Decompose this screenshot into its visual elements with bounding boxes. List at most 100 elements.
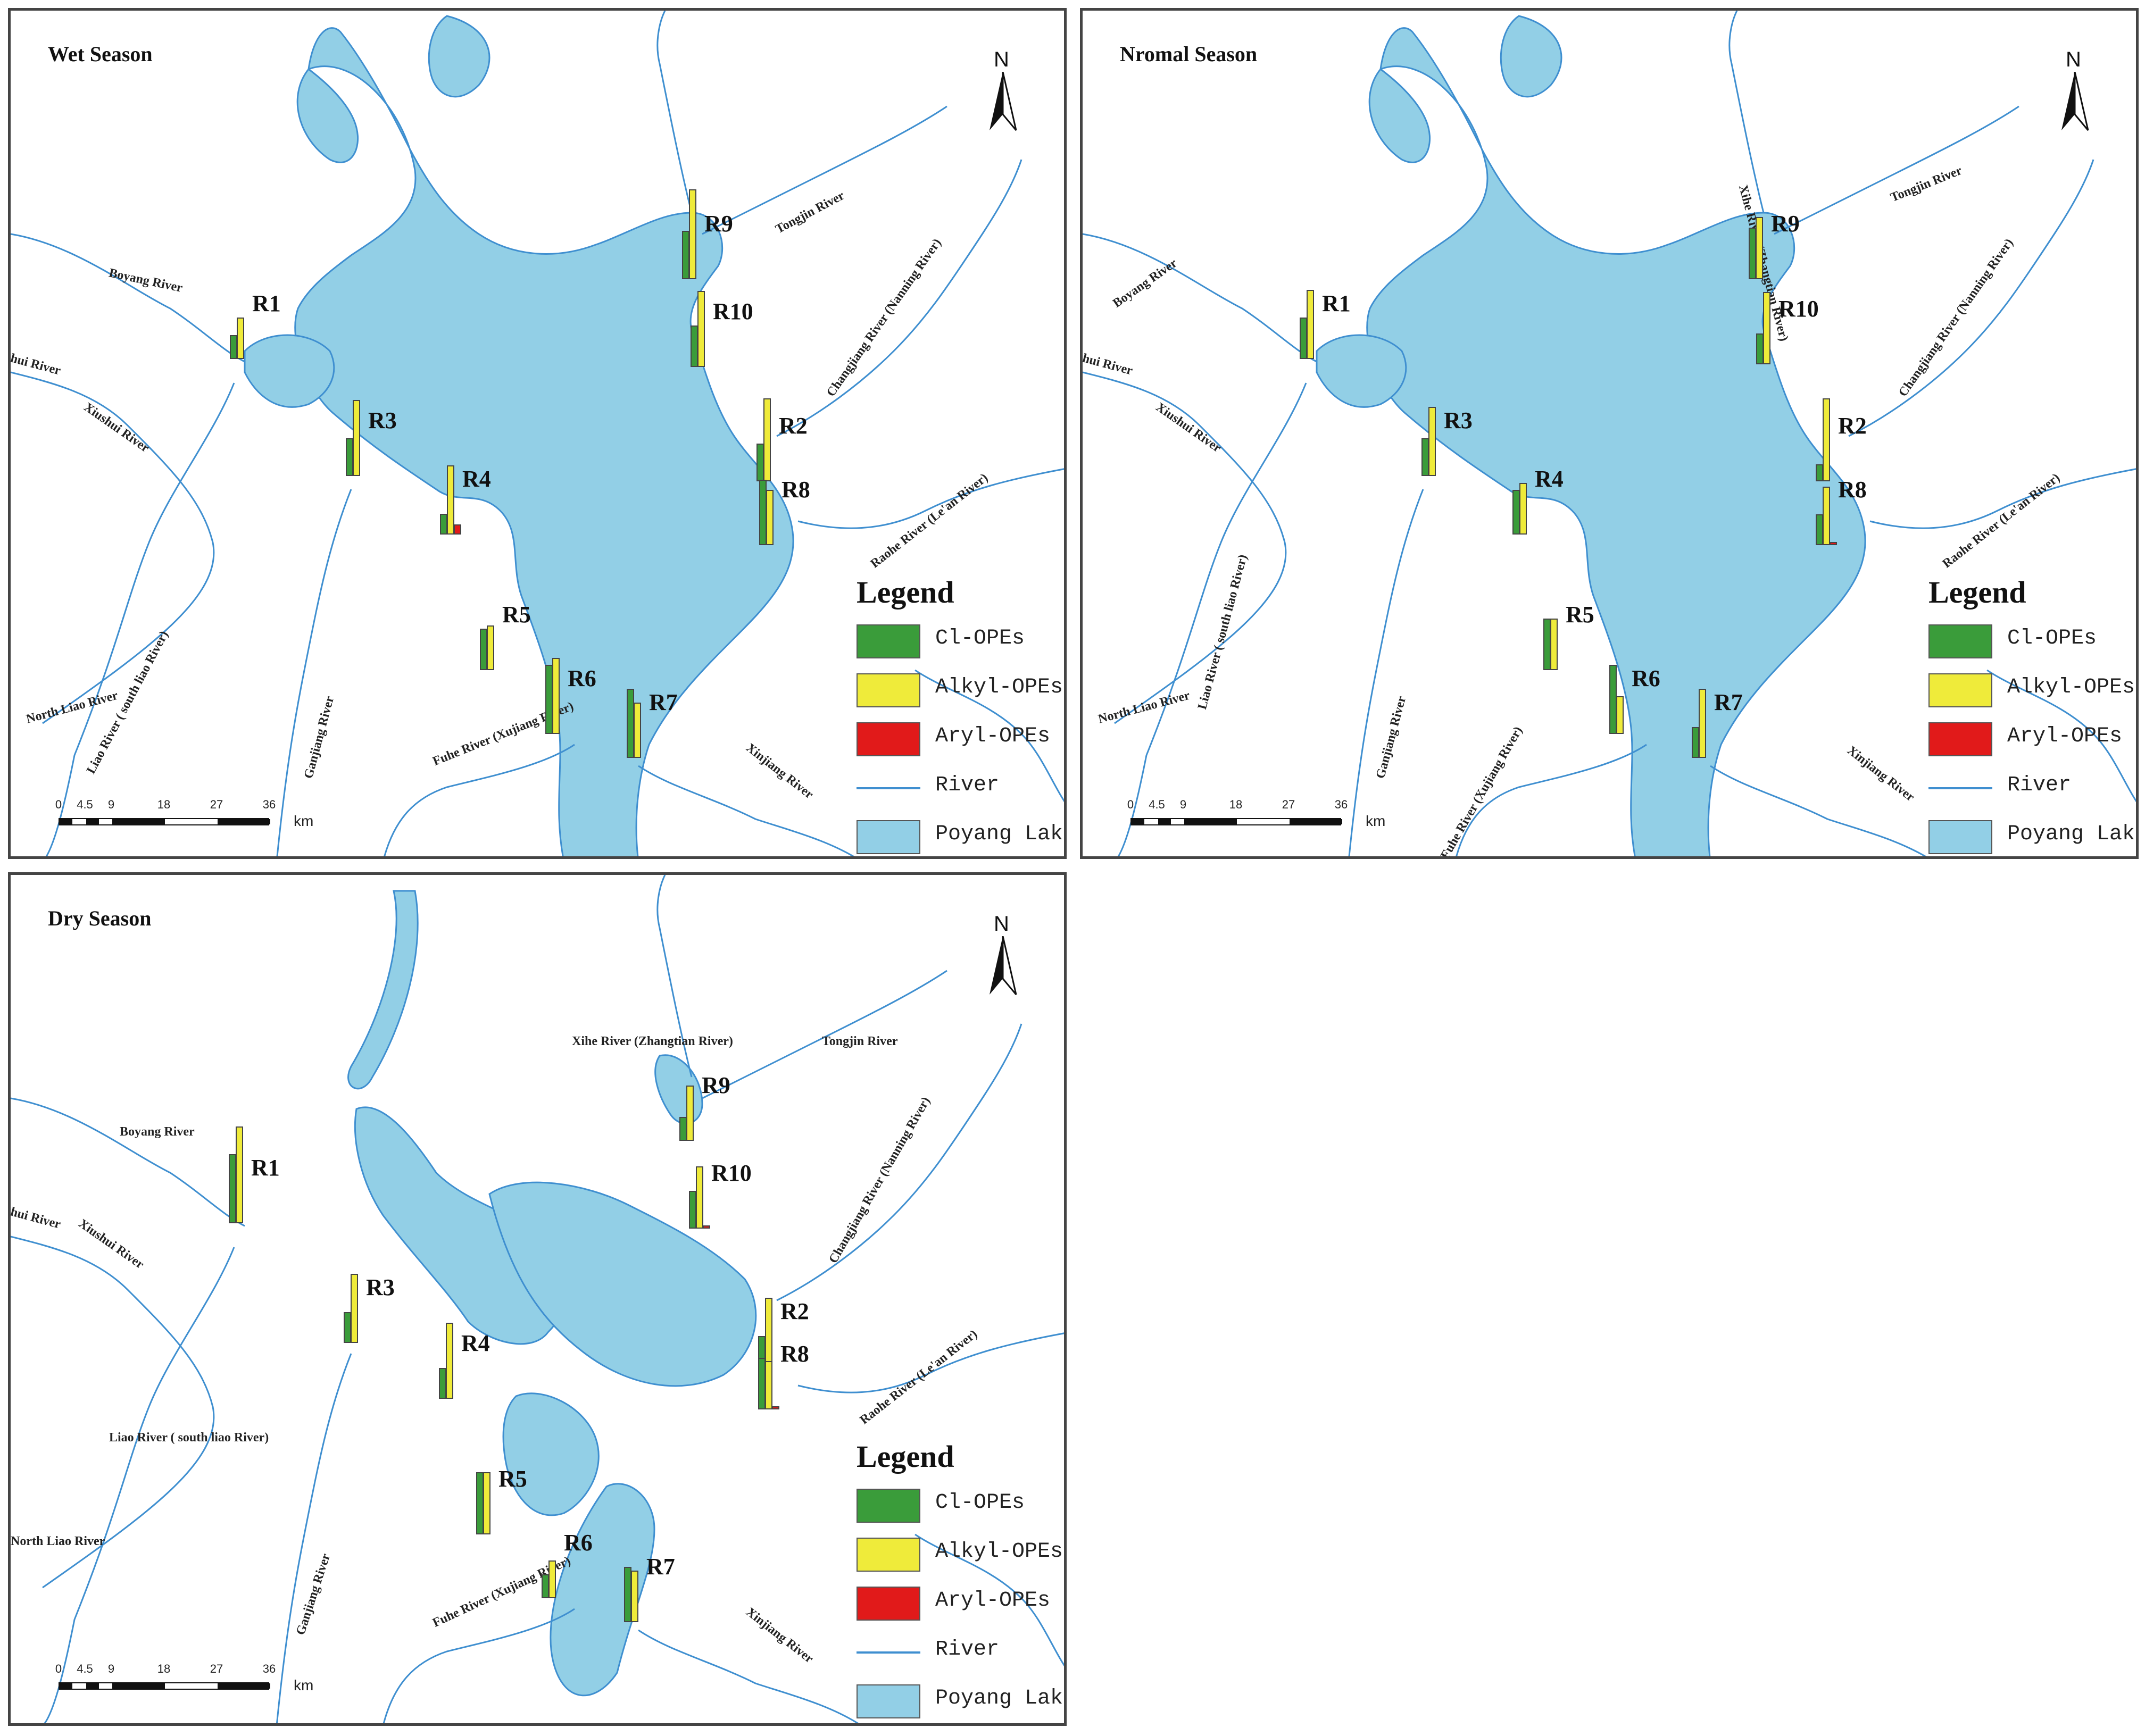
aryl-opes-bar xyxy=(772,1406,779,1409)
alkyl-opes-bar xyxy=(351,1274,358,1343)
river-line xyxy=(656,11,693,213)
aryl-opes-bar xyxy=(454,524,461,535)
site-r4: R4 xyxy=(440,428,525,535)
alkyl-opes-bar xyxy=(447,465,454,535)
site-label: R5 xyxy=(1566,602,1594,628)
river-line xyxy=(1083,371,1287,724)
site-r5: R5 xyxy=(1543,564,1628,670)
site-r8: R8 xyxy=(759,439,844,545)
map-panel-normal: Nromal Season N Boyang River hui River Xiu… xyxy=(1080,8,2139,859)
cl-opes-bar xyxy=(542,1574,549,1598)
alkyl-opes-bar xyxy=(1823,486,1830,545)
legend-swatch xyxy=(857,1684,920,1718)
cl-opes-bar xyxy=(1692,727,1699,758)
legend-swatch xyxy=(857,1489,920,1523)
legend-item: Alkyl-OPEs xyxy=(1928,671,2136,710)
river-line xyxy=(45,382,235,856)
river-line xyxy=(914,1533,1064,1667)
scale-tick-label: 27 xyxy=(1282,798,1295,811)
site-label: R7 xyxy=(646,1554,675,1580)
cl-opes-bar xyxy=(1300,318,1307,359)
site-r8: R8 xyxy=(758,1303,843,1409)
legend-title: Legend xyxy=(1928,575,2026,610)
site-label: R4 xyxy=(461,1330,490,1356)
river-line xyxy=(1848,159,2094,437)
legend-item: Aryl-OPEs xyxy=(857,1584,1064,1623)
scale-tick-label: 18 xyxy=(157,1662,171,1675)
site-r9: R9 xyxy=(1749,173,1834,279)
legend-label: River xyxy=(935,773,1000,797)
alkyl-opes-bar xyxy=(237,318,244,359)
scale-unit: km xyxy=(294,813,314,829)
legend-label: Cl-OPEs xyxy=(2007,627,2097,650)
alkyl-opes-bar xyxy=(765,1361,772,1409)
river-line xyxy=(384,744,575,856)
site-label: R9 xyxy=(1771,211,1800,237)
scale-tick-label: 4.5 xyxy=(77,1662,93,1675)
legend-label: Aryl-OPEs xyxy=(935,1589,1051,1613)
cl-opes-bar xyxy=(682,231,689,279)
legend-swatch xyxy=(857,1587,920,1621)
alkyl-opes-bar xyxy=(236,1126,243,1223)
legend-label: Aryl-OPEs xyxy=(935,724,1051,748)
legend-label: River xyxy=(935,1638,1000,1662)
site-label: R6 xyxy=(568,665,596,691)
legend: Legend Cl-OPEs Alkyl-OPEs Aryl-OPEs River Poy… xyxy=(1913,574,2136,856)
legend-item: Aryl-OPEs xyxy=(857,720,1064,758)
river-line xyxy=(1083,233,1317,363)
river-label: Tongjin River xyxy=(822,1034,898,1048)
legend-item: Cl-OPEs xyxy=(857,622,1064,661)
alkyl-opes-bar xyxy=(1823,398,1830,481)
legend-label: Cl-OPEs xyxy=(935,627,1025,650)
legend-swatch xyxy=(1928,820,1992,854)
legend-label: Aryl-OPEs xyxy=(2007,724,2123,748)
map-panel-wet: Wet Season N Boyang River hui River Xiushu… xyxy=(8,8,1067,859)
alkyl-opes-bar xyxy=(552,658,560,734)
site-r3: R3 xyxy=(344,1237,429,1343)
site-label: R6 xyxy=(564,1530,593,1556)
legend-label: Alkyl-OPEs xyxy=(935,1540,1063,1564)
river-label: Liao River ( south liao River) xyxy=(109,1431,269,1445)
river-line xyxy=(797,1332,1064,1393)
river-line xyxy=(638,765,855,856)
site-label: R9 xyxy=(702,1072,730,1098)
alkyl-opes-bar xyxy=(1699,689,1706,758)
cl-opes-bar xyxy=(476,1472,484,1534)
alkyl-opes-bar xyxy=(487,625,494,670)
scale-bar-graphic xyxy=(1130,818,1342,825)
legend: Legend Cl-OPEs Alkyl-OPEs Aryl-OPEs River Poy… xyxy=(841,574,1064,856)
site-label: R8 xyxy=(780,1341,809,1367)
scale-tick-label: 36 xyxy=(262,1662,276,1675)
site-label: R8 xyxy=(781,477,810,503)
river-line xyxy=(1728,11,1765,213)
scale-tick-label: 36 xyxy=(1334,798,1348,811)
lake-area xyxy=(428,15,490,98)
legend-title: Legend xyxy=(857,1439,954,1474)
cl-opes-bar xyxy=(545,665,553,734)
lake-area xyxy=(550,1483,655,1697)
alkyl-opes-bar xyxy=(446,1323,453,1399)
alkyl-opes-bar xyxy=(1307,290,1314,359)
lake-area xyxy=(1316,334,1407,408)
legend-item: Alkyl-OPEs xyxy=(857,1535,1064,1574)
legend-item: River xyxy=(857,769,1064,807)
river-line xyxy=(11,233,245,363)
legend-title: Legend xyxy=(857,575,954,610)
scale-unit: km xyxy=(294,1677,314,1693)
alkyl-opes-bar xyxy=(548,1560,556,1598)
legend-label: River xyxy=(2007,773,2072,797)
river-line xyxy=(276,1353,352,1723)
basemap xyxy=(11,11,1064,856)
site-r7: R7 xyxy=(624,1516,709,1622)
site-label: R7 xyxy=(1714,689,1743,715)
scale-bar-graphic xyxy=(59,818,270,825)
river-line xyxy=(702,970,947,1099)
river-line xyxy=(702,105,947,235)
site-r4: R4 xyxy=(1512,428,1598,535)
cl-opes-bar xyxy=(691,326,698,367)
legend-item: Aryl-OPEs xyxy=(1928,720,2136,758)
site-label: R1 xyxy=(252,290,281,316)
river-line xyxy=(1348,489,1424,856)
legend-item: Poyang Lake xyxy=(1928,818,2136,856)
river-line xyxy=(11,371,215,724)
